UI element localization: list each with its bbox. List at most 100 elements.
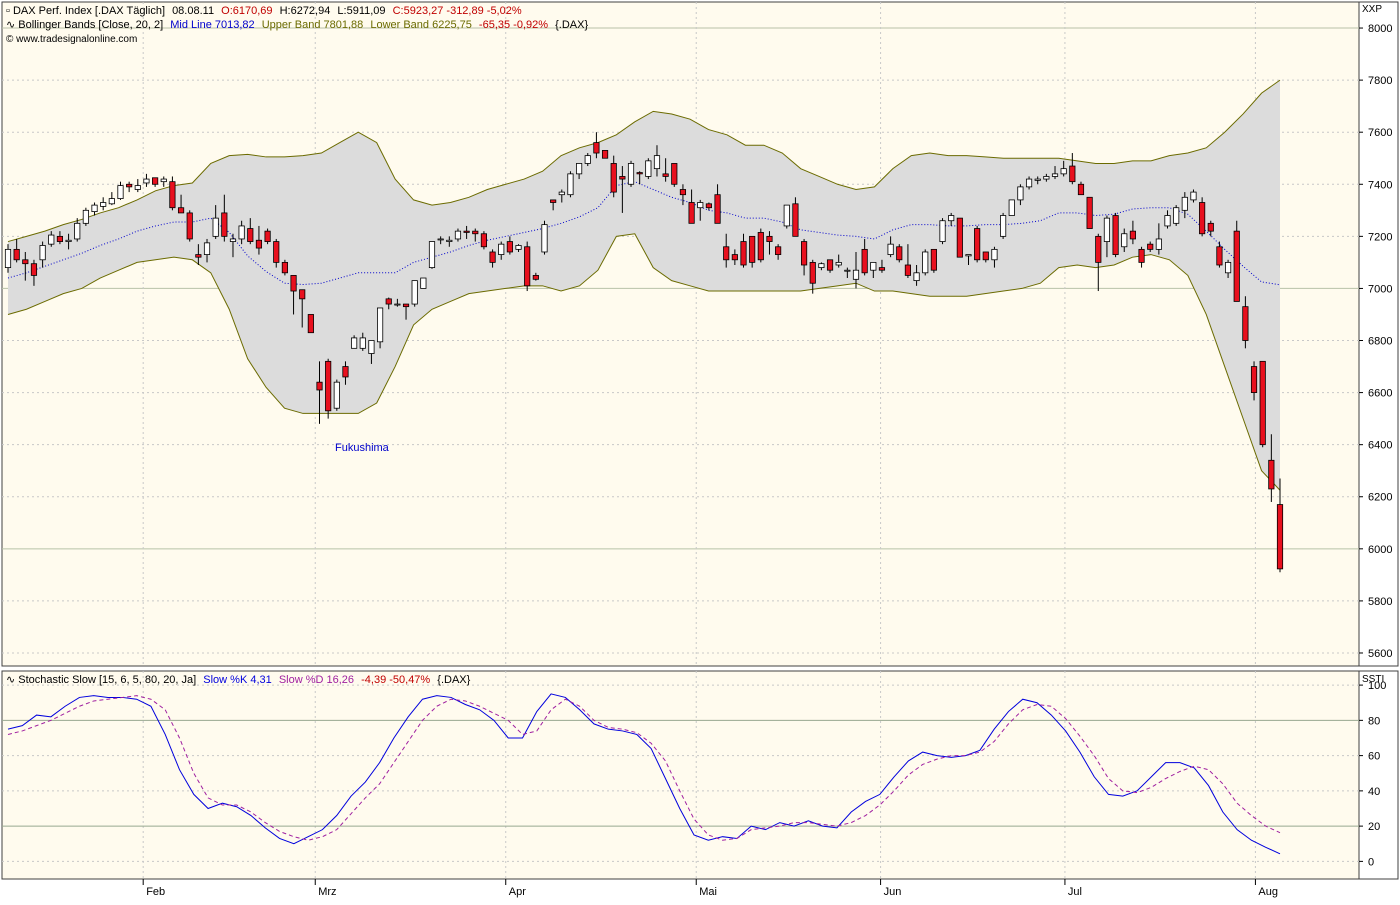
stochastic-lines <box>7 693 1281 855</box>
candle-body-up <box>515 245 522 250</box>
stoch-legend: ∿ Stochastic Slow [15, 6, 5, 80, 20, Ja]… <box>6 674 471 686</box>
candle-body-up <box>870 261 877 271</box>
candle-body-up <box>333 381 340 409</box>
candle <box>437 236 444 245</box>
candle-body-down <box>757 232 764 261</box>
candle <box>1268 434 1275 502</box>
candle <box>1095 233 1102 292</box>
lower-band-line <box>7 233 1281 491</box>
candle-body-down <box>1233 230 1240 302</box>
candle-body-up <box>238 225 245 240</box>
candle <box>852 251 860 289</box>
candle <box>870 261 877 279</box>
price-tick-label: 5800 <box>1368 596 1392 608</box>
candle-body-down <box>472 230 479 235</box>
candle <box>446 236 453 247</box>
candle <box>645 158 652 180</box>
candle-body-down <box>342 366 349 378</box>
candle <box>177 194 185 214</box>
stoch-name: Stochastic Slow [15, 6, 5, 80, 20, Ja] <box>18 674 196 686</box>
candle <box>826 259 834 273</box>
price-y-axis: 5600 5800 6000 6200 6400 6600 6800 7000 7200 7400… <box>1359 23 1392 660</box>
candle <box>229 233 237 258</box>
candle-body-down <box>1276 504 1284 570</box>
candle-body-up <box>1190 191 1197 201</box>
candle-body-up <box>1103 217 1111 242</box>
candle <box>351 335 358 349</box>
candle <box>1034 176 1041 185</box>
candle-body-down <box>325 360 332 412</box>
price-tick-label: 6600 <box>1368 388 1392 400</box>
candle-body-down <box>688 202 695 224</box>
candle <box>489 249 496 268</box>
candle <box>723 233 730 268</box>
candle <box>636 171 643 185</box>
candle-body-down <box>809 261 816 284</box>
candle-body-down <box>792 203 799 237</box>
candle-body-down <box>662 173 669 177</box>
candle <box>1190 189 1197 203</box>
candle <box>238 220 245 245</box>
candle <box>1259 360 1266 448</box>
price-tick-label: 6800 <box>1368 336 1392 348</box>
month-label: Feb <box>146 886 165 898</box>
candle-body-up <box>1224 261 1232 274</box>
candle-body-up <box>567 173 574 196</box>
candle <box>515 244 522 252</box>
candle <box>333 379 340 411</box>
candle-body-up <box>411 280 418 305</box>
stoch-tick-label: 20 <box>1368 821 1380 833</box>
candle-body-up <box>134 185 141 190</box>
candle <box>757 228 764 263</box>
price-panel-background <box>1 1 1360 667</box>
price-tick-label: 7600 <box>1368 127 1392 139</box>
candle-body-down <box>904 264 912 276</box>
candle-body-up <box>1155 238 1162 250</box>
candle-body-up <box>376 307 384 343</box>
candle <box>1112 212 1119 258</box>
candle <box>186 210 193 242</box>
candle <box>731 249 738 265</box>
candle-body-up <box>558 191 565 196</box>
stoch-y-axis: 0 20 40 60 80 100 <box>1359 680 1386 868</box>
candle <box>593 132 600 159</box>
price-tick-label: 7000 <box>1368 283 1392 295</box>
candle <box>420 277 427 289</box>
price-corner-label: XXP <box>1362 4 1382 15</box>
candle-body-up <box>1051 173 1059 177</box>
price-tick-label: 5600 <box>1368 648 1392 660</box>
candle-body-down <box>273 241 280 263</box>
candle-body-up <box>212 217 219 237</box>
candle-body-up <box>48 234 55 245</box>
price-series-name-icon: ▫ <box>6 5 13 17</box>
copyright-icon: © <box>6 34 16 45</box>
candle <box>4 244 12 273</box>
candle <box>428 241 436 269</box>
candle-body-up <box>584 155 591 164</box>
candle-body-up <box>1025 178 1033 188</box>
candle <box>887 236 894 258</box>
candle <box>56 231 64 245</box>
candle <box>126 181 133 193</box>
candle-body-down <box>480 233 488 248</box>
candle-body-up <box>697 202 704 209</box>
candle-body-up <box>887 243 894 255</box>
candle-body-down <box>1250 366 1258 393</box>
candle-body-up <box>1000 215 1007 237</box>
candle-body-down <box>723 246 730 261</box>
candle-body-down <box>974 228 981 261</box>
bollinger-mid: Mid Line 7013,82 <box>170 19 254 31</box>
candle <box>679 184 687 206</box>
candle-body-down <box>152 177 159 185</box>
candle-body-down <box>56 235 64 242</box>
candle-body-up <box>143 178 150 184</box>
candle <box>576 163 583 180</box>
candle-body-down <box>619 176 626 180</box>
candle-body-down <box>610 163 617 193</box>
candle <box>1129 220 1136 245</box>
candle-body-down <box>679 189 687 196</box>
candle <box>264 228 271 245</box>
candle <box>766 231 773 255</box>
candle <box>1060 160 1067 177</box>
month-label: Jul <box>1068 886 1082 898</box>
